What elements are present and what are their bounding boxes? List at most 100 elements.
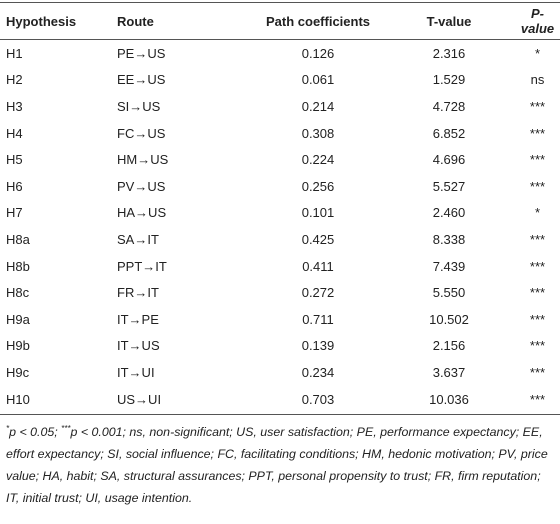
table-cell: 0.711 — [302, 311, 334, 327]
table-cell: *** — [529, 338, 546, 354]
header-cell: Route — [111, 2, 247, 40]
table-cell: 3.637 — [432, 364, 466, 380]
table-row: H9a IT→PE 0.711 10.502 *** — [0, 306, 560, 333]
table-cell: *** — [529, 231, 546, 247]
table-cell: EE→US — [117, 72, 166, 88]
table-cell: HA→US — [117, 205, 167, 221]
header-cell: T-value — [383, 2, 509, 40]
table-cell: H8b — [6, 258, 30, 274]
footnote: *p < 0.05; ***p < 0.001; ns, non-signifi… — [0, 415, 560, 509]
table-cell: 5.550 — [432, 285, 466, 301]
table-cell: 0.256 — [301, 178, 335, 194]
table-row: H4 FC→US 0.308 6.852 *** — [0, 120, 560, 147]
table-cell: 8.338 — [432, 231, 466, 247]
table-cell: *** — [529, 178, 546, 194]
table-row: H1 PE→US 0.126 2.316 * — [0, 40, 560, 67]
table-cell: US→UI — [111, 385, 247, 415]
table-cell: 4.728 — [432, 98, 466, 114]
table-row: H8a SA→IT 0.425 8.338 *** — [0, 226, 560, 253]
table-cell: 0.308 — [301, 125, 335, 141]
table-cell: 2.316 — [432, 45, 466, 61]
header-cell: P-value — [509, 2, 560, 40]
footnote-part: < 0.05; — [16, 424, 62, 439]
table-row: H8b PPT→IT 0.411 7.439 *** — [0, 253, 560, 280]
table-cell: IT→UI — [117, 364, 155, 380]
table-cell: 0.101 — [301, 205, 335, 221]
table-cell: *** — [529, 152, 546, 168]
table-cell: H8a — [6, 231, 30, 247]
table-row: H9c IT→UI 0.234 3.637 *** — [0, 359, 560, 386]
table-cell: H9a — [6, 311, 30, 327]
table-cell: 0.214 — [301, 98, 335, 114]
table-cell: 7.439 — [432, 258, 466, 274]
table-cell: 0.272 — [301, 285, 335, 301]
table-cell: H9c — [6, 364, 30, 380]
table-cell: 10.036 — [383, 385, 509, 415]
table-row: H8c FR→IT 0.272 5.550 *** — [0, 279, 560, 306]
table-cell: *** — [509, 385, 560, 415]
table-cell: PV→US — [117, 178, 166, 194]
table-cell: 0.411 — [302, 258, 334, 274]
table-cell: FR→IT — [117, 285, 159, 301]
table-cell: *** — [529, 98, 546, 114]
table-cell: 0.425 — [301, 231, 335, 247]
table-cell: 0.703 — [247, 385, 383, 415]
table-cell: HM→US — [117, 152, 169, 168]
footnote-part: p — [9, 424, 17, 439]
table-cell: ns — [530, 72, 545, 88]
table-cell: 1.529 — [432, 72, 466, 88]
table-cell: H4 — [6, 125, 23, 141]
table-cell: 5.527 — [432, 178, 466, 194]
table-cell: SA→IT — [117, 231, 159, 247]
table-cell: 0.126 — [301, 45, 335, 61]
footnote-part: p — [70, 424, 78, 439]
table-cell: PE→US — [117, 45, 166, 61]
table-cell: 2.156 — [432, 338, 466, 354]
table-cell: 0.224 — [301, 152, 335, 168]
table-cell: PPT→IT — [117, 258, 167, 274]
header-cell: Path coefficients — [247, 2, 383, 40]
table-cell: FC→US — [117, 125, 166, 141]
table-cell: H7 — [6, 205, 23, 221]
table-cell: 0.061 — [301, 72, 335, 88]
table-cell: 0.139 — [301, 338, 335, 354]
table-cell: H9b — [6, 338, 30, 354]
table-cell: * — [534, 45, 541, 61]
table-cell: 2.460 — [432, 205, 466, 221]
table-cell: H8c — [6, 285, 30, 301]
table-cell: H10 — [0, 385, 111, 415]
table-cell: *** — [529, 311, 546, 327]
header-cell: Hypothesis — [0, 2, 111, 40]
table-row: H10 US→UI 0.703 10.036 *** — [0, 385, 560, 415]
table-cell: H5 — [6, 152, 23, 168]
table-cell: H2 — [6, 72, 23, 88]
table-cell: *** — [529, 285, 546, 301]
table-cell: 0.234 — [301, 364, 335, 380]
table-row: H9b IT→US 0.139 2.156 *** — [0, 333, 560, 360]
table-cell: SI→US — [117, 98, 161, 114]
table-row: H2 EE→US 0.061 1.529 ns — [0, 67, 560, 94]
table-cell: 4.696 — [432, 152, 466, 168]
table-body: H1 PE→US 0.126 2.316 * H2 EE→US 0.061 1.529 ns H3 S… — [0, 40, 560, 415]
table-cell: H6 — [6, 178, 23, 194]
header-row: Hypothesis Route Path coefficients T-value P… — [0, 2, 560, 40]
table-cell: H3 — [6, 98, 23, 114]
table-row: H5 HM→US 0.224 4.696 *** — [0, 146, 560, 173]
table-cell: 10.502 — [429, 311, 469, 327]
footnote-part: * — [6, 423, 10, 433]
table-cell: * — [534, 205, 541, 221]
results-table: Hypothesis Route Path coefficients T-value P… — [0, 2, 560, 415]
table-cell: *** — [529, 258, 546, 274]
table-cell: 6.852 — [432, 125, 466, 141]
table-cell: IT→US — [117, 338, 160, 354]
footnote-part: *** — [61, 423, 71, 433]
table-cell: H1 — [6, 45, 23, 61]
table-row: H6 PV→US 0.256 5.527 *** — [0, 173, 560, 200]
table-cell: IT→PE — [117, 311, 159, 327]
footnote-part: < 0.001; ns, non-significant; US, user s… — [6, 424, 548, 505]
table-cell: *** — [529, 364, 546, 380]
table-row: H7 HA→US 0.101 2.460 * — [0, 200, 560, 227]
table-cell: *** — [529, 125, 546, 141]
table-row: H3 SI→US 0.214 4.728 *** — [0, 93, 560, 120]
